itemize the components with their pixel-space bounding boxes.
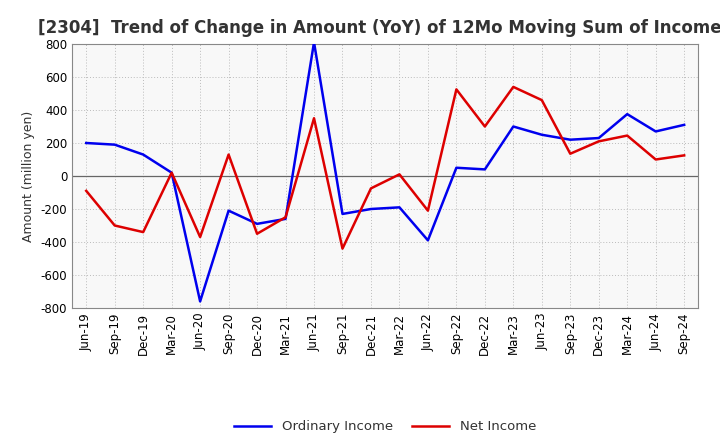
Net Income xyxy=(310,116,318,121)
Net Income xyxy=(395,172,404,177)
Net Income xyxy=(139,230,148,235)
Ordinary Income xyxy=(566,137,575,143)
Net Income xyxy=(480,124,489,129)
Net Income xyxy=(196,235,204,240)
Ordinary Income xyxy=(595,136,603,141)
Ordinary Income xyxy=(167,170,176,175)
Net Income xyxy=(537,97,546,103)
Net Income xyxy=(623,133,631,138)
Ordinary Income xyxy=(253,221,261,227)
Net Income xyxy=(282,215,290,220)
Ordinary Income xyxy=(423,238,432,243)
Legend: Ordinary Income, Net Income: Ordinary Income, Net Income xyxy=(229,415,541,439)
Ordinary Income xyxy=(509,124,518,129)
Ordinary Income xyxy=(680,122,688,128)
Ordinary Income xyxy=(366,206,375,212)
Ordinary Income xyxy=(196,299,204,304)
Ordinary Income xyxy=(282,216,290,222)
Ordinary Income xyxy=(480,167,489,172)
Title: [2304]  Trend of Change in Amount (YoY) of 12Mo Moving Sum of Incomes: [2304] Trend of Change in Amount (YoY) o… xyxy=(38,19,720,37)
Net Income xyxy=(338,246,347,251)
Net Income xyxy=(253,231,261,236)
Ordinary Income xyxy=(338,211,347,216)
Ordinary Income xyxy=(652,129,660,134)
Y-axis label: Amount (million yen): Amount (million yen) xyxy=(22,110,35,242)
Ordinary Income xyxy=(82,140,91,146)
Ordinary Income xyxy=(452,165,461,170)
Net Income xyxy=(423,208,432,213)
Net Income xyxy=(110,223,119,228)
Net Income xyxy=(566,151,575,156)
Ordinary Income xyxy=(225,208,233,213)
Net Income xyxy=(167,170,176,175)
Ordinary Income xyxy=(110,142,119,147)
Net Income xyxy=(82,188,91,194)
Line: Ordinary Income: Ordinary Income xyxy=(86,42,684,301)
Line: Net Income: Net Income xyxy=(86,87,684,249)
Net Income xyxy=(509,84,518,90)
Net Income xyxy=(452,87,461,92)
Net Income xyxy=(652,157,660,162)
Net Income xyxy=(366,186,375,191)
Ordinary Income xyxy=(623,111,631,117)
Ordinary Income xyxy=(139,152,148,157)
Net Income xyxy=(680,153,688,158)
Ordinary Income xyxy=(310,40,318,45)
Net Income xyxy=(225,152,233,157)
Ordinary Income xyxy=(395,205,404,210)
Ordinary Income xyxy=(537,132,546,137)
Net Income xyxy=(595,139,603,144)
